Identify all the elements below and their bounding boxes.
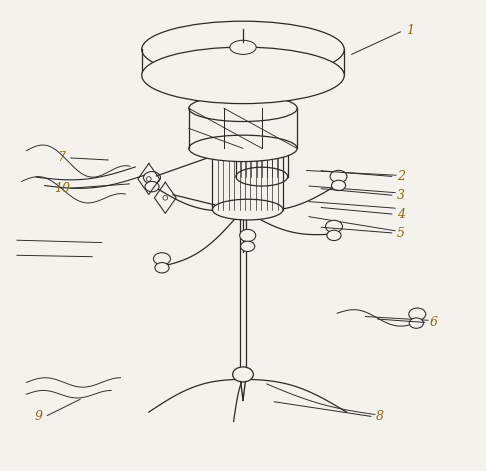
Text: 8: 8	[376, 410, 383, 423]
Ellipse shape	[240, 229, 256, 242]
Ellipse shape	[326, 220, 343, 233]
Text: 9: 9	[34, 410, 42, 423]
Ellipse shape	[154, 252, 171, 265]
Ellipse shape	[155, 262, 169, 273]
Ellipse shape	[330, 171, 347, 183]
Ellipse shape	[189, 95, 297, 122]
Ellipse shape	[212, 140, 283, 161]
Ellipse shape	[409, 318, 423, 328]
Ellipse shape	[142, 47, 344, 104]
Text: 3: 3	[397, 189, 405, 202]
Ellipse shape	[236, 139, 288, 158]
Ellipse shape	[230, 41, 256, 55]
Text: 6: 6	[430, 316, 438, 329]
Ellipse shape	[233, 367, 253, 382]
Ellipse shape	[189, 135, 297, 162]
Text: 2: 2	[397, 170, 405, 183]
Ellipse shape	[142, 21, 344, 78]
Text: 5: 5	[397, 227, 405, 240]
Text: 10: 10	[53, 182, 69, 195]
Text: 4: 4	[397, 208, 405, 221]
Ellipse shape	[143, 171, 160, 184]
Ellipse shape	[212, 199, 283, 220]
Text: 1: 1	[406, 24, 414, 37]
Ellipse shape	[327, 230, 341, 241]
Text: 7: 7	[58, 151, 66, 164]
Ellipse shape	[331, 180, 346, 191]
Ellipse shape	[145, 181, 159, 192]
Ellipse shape	[241, 241, 255, 252]
Ellipse shape	[409, 308, 426, 320]
Ellipse shape	[236, 167, 288, 186]
